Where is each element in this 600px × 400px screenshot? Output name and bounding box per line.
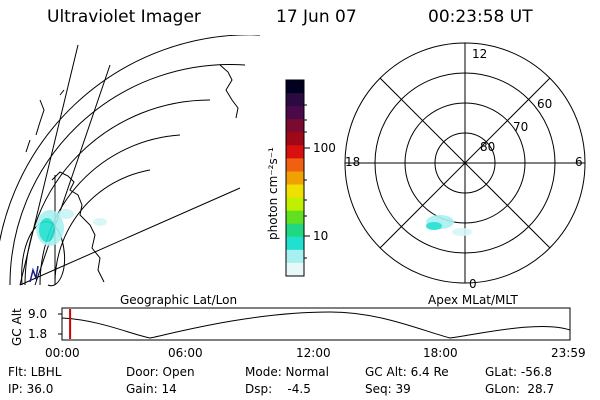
apex-caption: Apex MLat/MLT — [428, 293, 518, 307]
colorbar-stripe — [286, 132, 304, 146]
mlat-label-80: 80 — [480, 140, 496, 154]
colorbar-stripe — [286, 197, 304, 212]
gc-alt-label: GC Alt: 6.4 Re — [365, 365, 449, 379]
colorbar-stripe — [286, 236, 304, 251]
geographic-caption: Geographic Lat/Lon — [120, 293, 238, 307]
colorbar-stripe — [286, 93, 304, 107]
colorbar-stripe — [286, 145, 304, 159]
satellite-footprint-trace — [29, 265, 39, 283]
lat-arc-2 — [39, 134, 181, 286]
colorbar-stripe — [286, 262, 304, 277]
meridian-3 — [34, 64, 111, 286]
mlt-label-12: 12 — [472, 47, 488, 61]
colorbar-stripe — [286, 158, 304, 173]
mlat-label-70: 70 — [513, 120, 529, 134]
filter-label: Flt: LBHL — [8, 365, 62, 379]
dsp-label: Dsp: -4.5 — [245, 382, 311, 396]
gain-label: Gain: 14 — [126, 382, 177, 396]
date-label: 17 Jun 07 — [276, 7, 357, 27]
mlt-label-6: 6 — [575, 155, 583, 169]
colorbar-stripe — [286, 249, 304, 264]
ip-label: IP: 36.0 — [8, 382, 54, 396]
lat-arc-5 — [0, 35, 260, 243]
time-tick-2359: 23:59 — [551, 346, 586, 360]
glon-label: GLon: 28.7 — [485, 382, 555, 396]
mlt-label-0: 0 — [469, 277, 477, 291]
instrument-title: Ultraviolet Imager — [47, 7, 201, 27]
colorbar-tick-100: 100 — [313, 141, 336, 155]
colorbar-stripe — [286, 119, 304, 133]
coastline-2 — [219, 64, 239, 119]
time-tick-0000: 00:00 — [45, 346, 80, 360]
lat-arc-4 — [9, 64, 246, 286]
auroral-emission-geo — [36, 209, 107, 246]
seq-label: Seq: 39 — [365, 382, 411, 396]
polar-diagonal-2 — [379, 77, 551, 249]
auroral-emission-polar — [426, 215, 472, 236]
colorbar-stripe — [286, 171, 304, 186]
time-label: 00:23:58 UT — [428, 7, 533, 27]
colorbar-stripe — [286, 223, 304, 238]
alt-tick-1-8: 1.8 — [28, 327, 48, 341]
time-tick-0600: 06:00 — [168, 346, 203, 360]
colorbar-stripe — [286, 80, 304, 94]
alt-tick-9: 9.0 — [28, 307, 48, 321]
time-tick-1200: 12:00 — [296, 346, 331, 360]
colorbar-stripe — [286, 210, 304, 225]
colorbar-stripe — [286, 106, 304, 120]
altitude-curve — [61, 311, 571, 339]
door-label: Door: Open — [126, 365, 195, 379]
glat-label: GLat: -56.8 — [485, 365, 552, 379]
coastline-1 — [51, 171, 105, 283]
mlt-label-18: 18 — [345, 155, 361, 169]
mlat-label-60: 60 — [537, 97, 553, 111]
meridian-2 — [19, 44, 79, 286]
meridian-1 — [19, 187, 241, 286]
colorbar-tick-10: 10 — [313, 229, 329, 243]
coastline-3 — [35, 99, 45, 136]
alt-axis-title: GC Alt — [10, 308, 24, 346]
colorbar-stripe — [286, 184, 304, 199]
mode-label: Mode: Normal — [245, 365, 329, 379]
coastline-4 — [25, 89, 65, 153]
time-tick-1800: 18:00 — [423, 346, 458, 360]
